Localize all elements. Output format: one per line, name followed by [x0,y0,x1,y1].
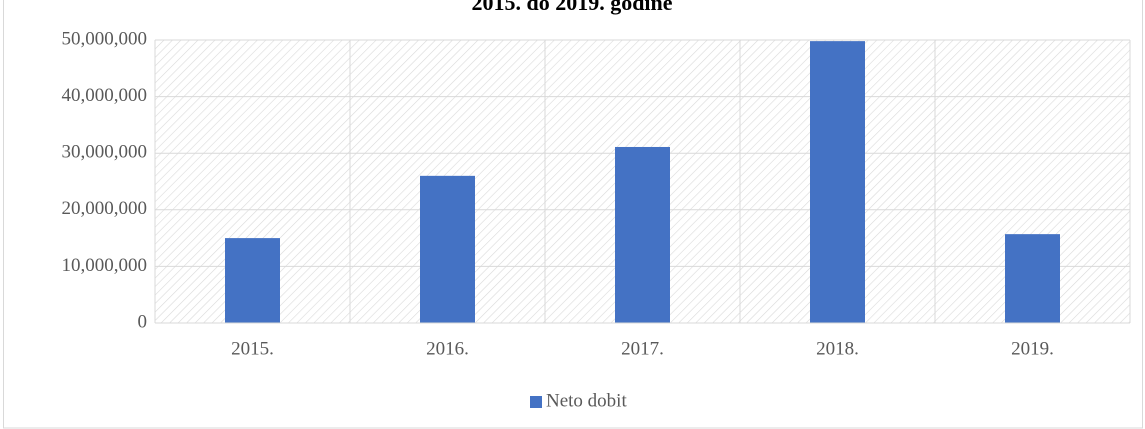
y-tick-label: 10,000,000 [62,255,148,276]
y-tick-label: 0 [138,311,148,332]
legend-label: Neto dobit [546,390,627,411]
x-tick-label: 2016. [426,338,469,359]
bar [810,41,865,324]
x-tick-label: 2019. [1011,338,1054,359]
x-tick-label: 2017. [621,338,664,359]
bar [420,175,475,323]
y-tick-label: 30,000,000 [62,142,148,163]
legend-swatch [530,396,542,408]
y-tick-label: 20,000,000 [62,198,148,219]
y-tick-label: 50,000,000 [62,28,148,49]
x-tick-label: 2015. [231,338,274,359]
bar [1005,234,1060,323]
bar [615,146,670,323]
chart-title: 2015. do 2019. godine [471,0,672,15]
y-tick-label: 40,000,000 [62,85,148,106]
bar [225,238,280,323]
x-tick-label: 2018. [816,338,859,359]
